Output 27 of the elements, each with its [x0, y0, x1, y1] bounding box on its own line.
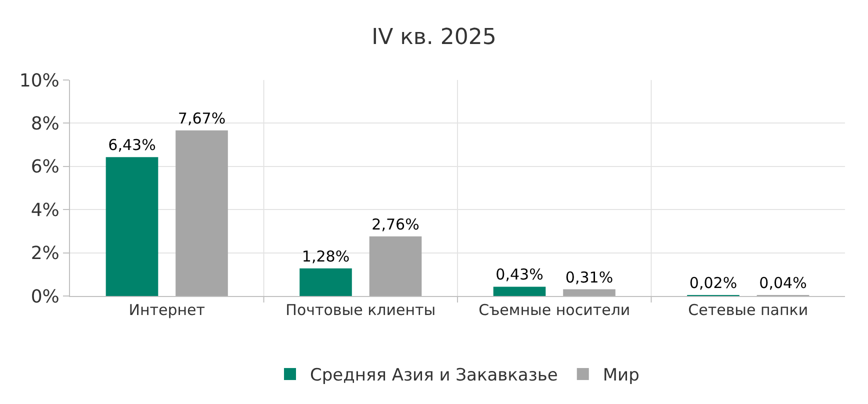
legend-label: Средняя Азия и Закавказье: [310, 366, 558, 386]
bar: [106, 157, 158, 296]
data-label: 1,28%: [302, 247, 350, 266]
data-label: 0,04%: [759, 274, 807, 292]
y-tick-label: 0%: [30, 286, 60, 308]
data-label: 0,02%: [689, 274, 738, 292]
x-tick-label: Интернет: [128, 301, 206, 319]
y-tick-label: 8%: [30, 114, 60, 134]
y-tick-label: 4%: [30, 200, 60, 221]
x-tick-label: Сетевые папки: [688, 301, 808, 319]
x-tick-label: Почтовые клиенты: [286, 301, 436, 319]
y-tick-label: 6%: [30, 156, 60, 178]
legend-label: Мир: [602, 366, 640, 386]
data-label: 0,43%: [496, 266, 544, 284]
chart-title: IV кв. 2025: [372, 25, 496, 50]
y-tick-label: 10%: [19, 70, 60, 92]
bar: [176, 130, 228, 296]
data-label: 2,76%: [372, 215, 420, 234]
bar: [563, 289, 616, 296]
x-tick-label: Съемные носители: [478, 301, 630, 319]
data-label: 7,67%: [178, 109, 226, 128]
data-label: 0,31%: [565, 268, 614, 286]
bar: [300, 268, 352, 296]
bar: [369, 236, 422, 296]
y-tick-label: 2%: [30, 243, 60, 264]
bar: [493, 286, 546, 296]
data-label: 6,43%: [108, 136, 156, 154]
